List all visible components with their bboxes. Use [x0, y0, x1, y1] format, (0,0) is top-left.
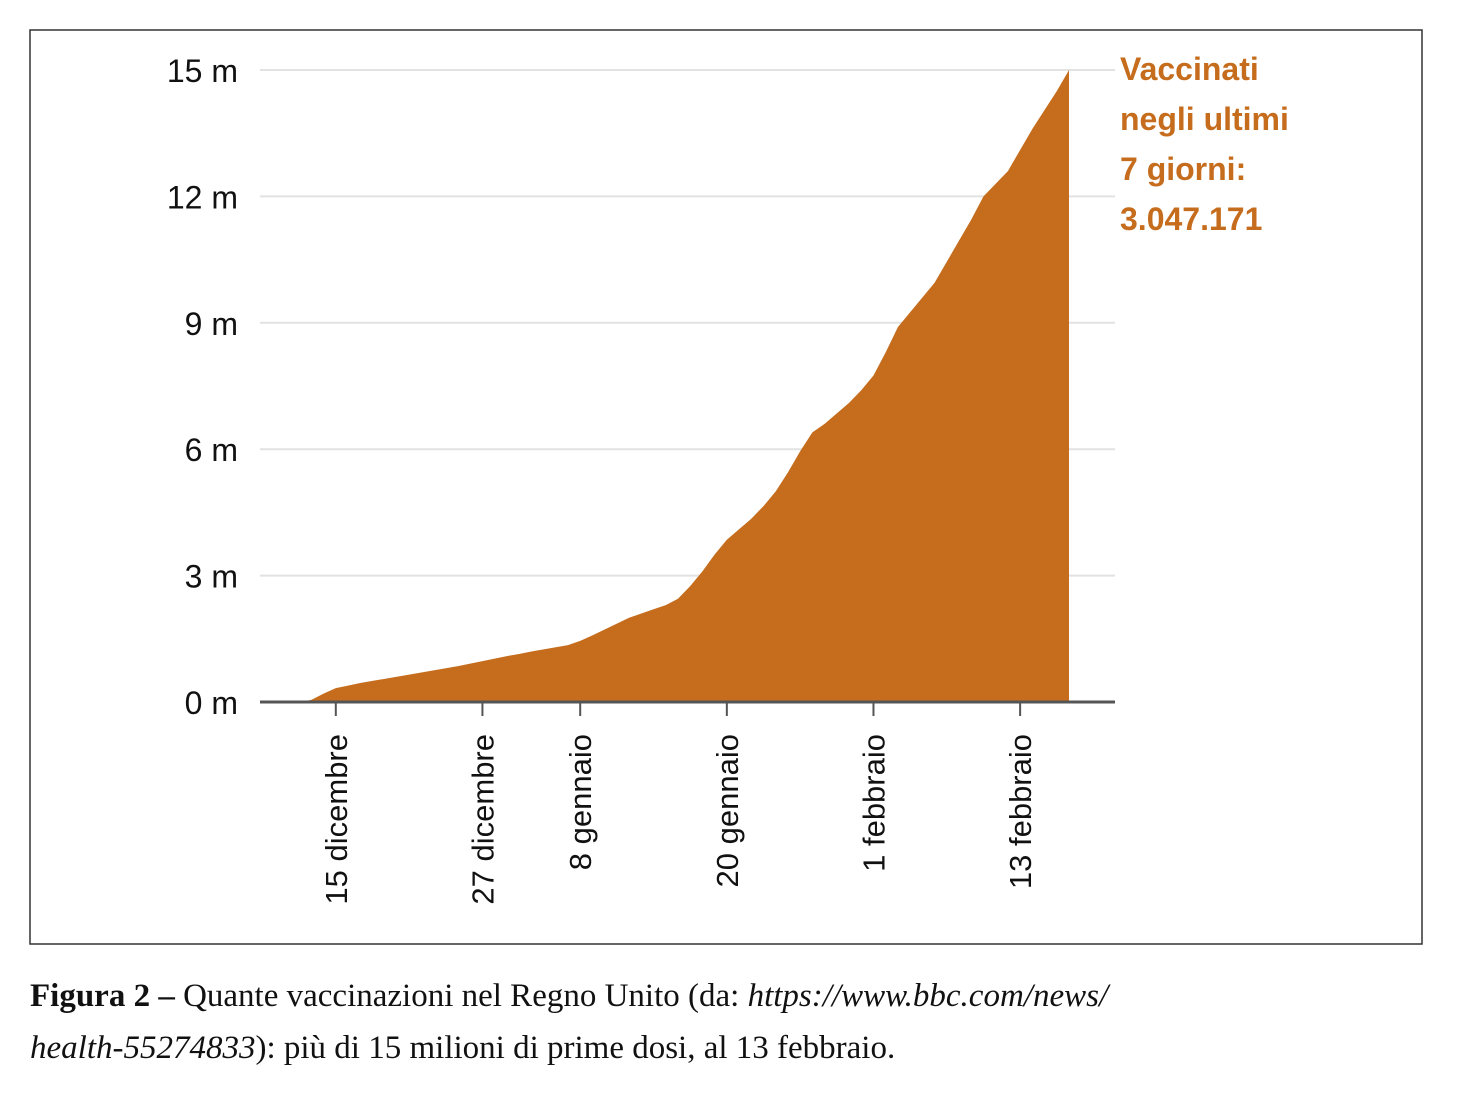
- y-tick-label: 9 m: [185, 306, 238, 342]
- x-tick-label: 13 febbraio: [1003, 734, 1038, 889]
- x-tick-label: 27 dicembre: [465, 734, 500, 905]
- y-tick-label: 3 m: [185, 559, 238, 595]
- x-tick-label: 8 gennaio: [563, 734, 598, 870]
- frame: [29, 29, 1423, 945]
- caption-label: Figura 2 –: [30, 978, 175, 1014]
- annotation: 7 giorni:: [1120, 151, 1246, 187]
- chart: 0 m 3 m 6 m 9 m 12 m 15 m 15 dicembre 27 dicemb…: [29, 29, 1423, 945]
- caption-link: health-55274833: [30, 1030, 256, 1066]
- x-tick-label: 1 febbraio: [856, 734, 891, 872]
- area: [299, 70, 1069, 702]
- y-tick-label: 15 m: [167, 53, 238, 89]
- caption-text: Quante vaccinazioni nel Regno Unito (da:: [174, 978, 748, 1014]
- caption-link: https://www.bbc.com/news/: [747, 978, 1109, 1014]
- x-tick-label: 20 gennaio: [710, 734, 745, 887]
- annotation: Vaccinati: [1120, 51, 1259, 87]
- y-tick-label: 12 m: [167, 179, 238, 215]
- y-tick-label: 6 m: [185, 432, 238, 468]
- caption-text: ): più di 15 milioni di prime dosi, al 1…: [255, 1030, 896, 1066]
- annotation: 3.047.171: [1120, 201, 1262, 237]
- y-tick-label: 0 m: [185, 685, 238, 721]
- x-tick-label: 15 dicembre: [319, 734, 354, 905]
- caption-line: health-55274833): più di 15 milioni di p…: [30, 1030, 895, 1067]
- annotation: negli ultimi: [1120, 101, 1289, 137]
- caption-line: Figura 2 – Quante vaccinazioni nel Regno…: [30, 978, 1108, 1015]
